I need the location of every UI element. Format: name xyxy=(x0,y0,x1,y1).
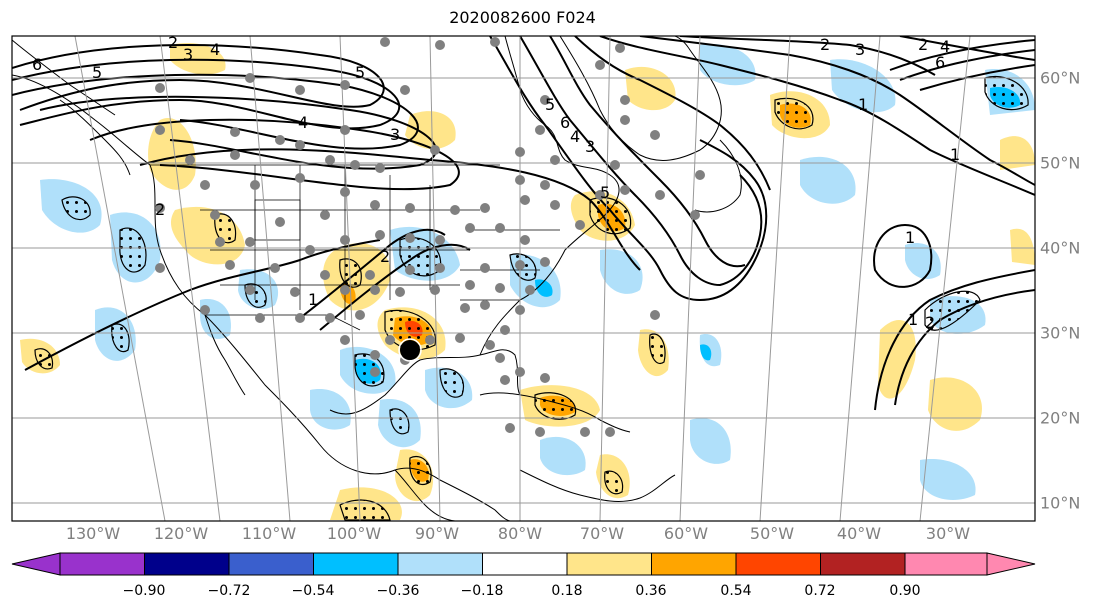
colorbar-tick-label: 0.72 xyxy=(804,583,836,599)
contour-label: 4 xyxy=(210,40,220,59)
positive-region xyxy=(878,320,916,399)
lon-label: 110°W xyxy=(241,524,297,543)
map-title: 2020082600 F024 xyxy=(449,8,596,27)
positive-region xyxy=(148,118,196,190)
contour-label: 6 xyxy=(560,113,570,132)
contour-label: 5 xyxy=(92,63,102,82)
anomaly-shading xyxy=(20,42,1035,520)
colorbar-tick-label: −0.90 xyxy=(122,583,166,599)
negative-region xyxy=(690,418,731,464)
lon-label: 130°W xyxy=(65,524,121,543)
negative-region xyxy=(310,389,351,430)
colorbar-segment xyxy=(904,552,988,576)
station-markers xyxy=(155,37,705,437)
lat-label: 10°N xyxy=(1040,493,1081,513)
height-contours xyxy=(12,36,1035,411)
lon-label: 120°W xyxy=(153,524,209,543)
contour-label: 6 xyxy=(935,53,945,72)
lat-label: 20°N xyxy=(1040,408,1081,428)
negative-region xyxy=(800,156,856,204)
contour-label: 1 xyxy=(950,145,960,164)
contour-label: 1 xyxy=(858,95,868,114)
contour-label: 6 xyxy=(32,55,42,74)
colorbar-high-extend xyxy=(986,552,1036,576)
colorbar-segment xyxy=(144,552,230,576)
contour-label: 3 xyxy=(183,45,193,64)
lat-label: 50°N xyxy=(1040,153,1081,173)
lon-label: 100°W xyxy=(326,524,382,543)
contour-label-group: 6 5 5 4 3 2 2 1 1 1 2 1 2 3 4 6 5 4 3 2 … xyxy=(32,33,960,332)
map-frame xyxy=(11,35,1036,522)
colorbar-tick-label: −0.54 xyxy=(291,583,335,599)
lon-label: 70°W xyxy=(579,524,625,543)
colorbar-tick-label: 0.90 xyxy=(889,583,921,599)
colorbar-segment xyxy=(735,552,821,576)
storm-marker xyxy=(398,338,422,362)
negative-region xyxy=(830,59,896,113)
strong-negative-region xyxy=(535,279,553,297)
colorbar-segment xyxy=(59,552,145,576)
colorbar-tick-label: −0.18 xyxy=(460,583,504,599)
positive-region xyxy=(170,42,226,75)
contour-label: 4 xyxy=(298,113,308,132)
colorbar-tick-label: −0.36 xyxy=(376,583,420,599)
contour-label: 3 xyxy=(390,125,400,144)
colorbar-tick-label: −0.72 xyxy=(207,583,251,599)
negative-region xyxy=(700,44,756,86)
graticule xyxy=(12,36,1035,521)
colorbar-tick-label: 0.18 xyxy=(551,583,583,599)
positive-region xyxy=(625,66,676,111)
colorbar-segment xyxy=(228,552,314,576)
contour-label: 2 xyxy=(380,247,390,266)
colorbar-low-extend xyxy=(11,552,61,576)
negative-region xyxy=(540,436,586,476)
strong-negative-region xyxy=(700,344,712,361)
lon-label: 40°W xyxy=(836,524,882,543)
colorbar-segment xyxy=(313,552,399,576)
contour-label: 1 xyxy=(308,290,318,309)
lon-label: 80°W xyxy=(497,524,543,543)
colorbar-segment xyxy=(651,552,737,576)
colorbar-segment xyxy=(482,552,568,576)
contour-label: 5 xyxy=(355,63,365,82)
contour-label: 1 xyxy=(905,228,915,247)
contour-label: 3 xyxy=(585,137,595,156)
colorbar-segment xyxy=(566,552,652,576)
contour-label: 4 xyxy=(570,127,580,146)
contour-label: 2 xyxy=(168,33,178,52)
contour-label: 2 xyxy=(925,313,935,332)
colorbar-tick-label: 0.54 xyxy=(720,583,752,599)
colorbar xyxy=(11,552,1036,576)
lon-label: 30°W xyxy=(925,524,971,543)
contour-label: 2 xyxy=(155,200,165,219)
contour-label: 2 xyxy=(820,35,830,54)
lon-label: 90°W xyxy=(414,524,460,543)
contour-label: 5 xyxy=(545,95,555,114)
colorbar-segment xyxy=(397,552,483,576)
contour-label: 3 xyxy=(855,40,865,59)
lat-label: 60°N xyxy=(1040,68,1081,88)
positive-region xyxy=(1010,228,1035,265)
contour-label: 4 xyxy=(940,37,950,56)
positive-region xyxy=(405,111,456,150)
contour-label: 1 xyxy=(908,310,918,329)
negative-region xyxy=(920,459,976,500)
contour-label: 2 xyxy=(918,35,928,54)
lon-label: 60°W xyxy=(663,524,709,543)
negative-region xyxy=(600,249,643,294)
contour-label: 5 xyxy=(600,183,610,202)
positive-region xyxy=(928,377,982,431)
lat-label: 30°N xyxy=(1040,323,1081,343)
lon-label: 50°W xyxy=(749,524,795,543)
positive-region xyxy=(1000,136,1035,170)
lat-label: 40°N xyxy=(1040,238,1081,258)
colorbar-tick-label: 0.36 xyxy=(635,583,667,599)
colorbar-segment xyxy=(820,552,906,576)
